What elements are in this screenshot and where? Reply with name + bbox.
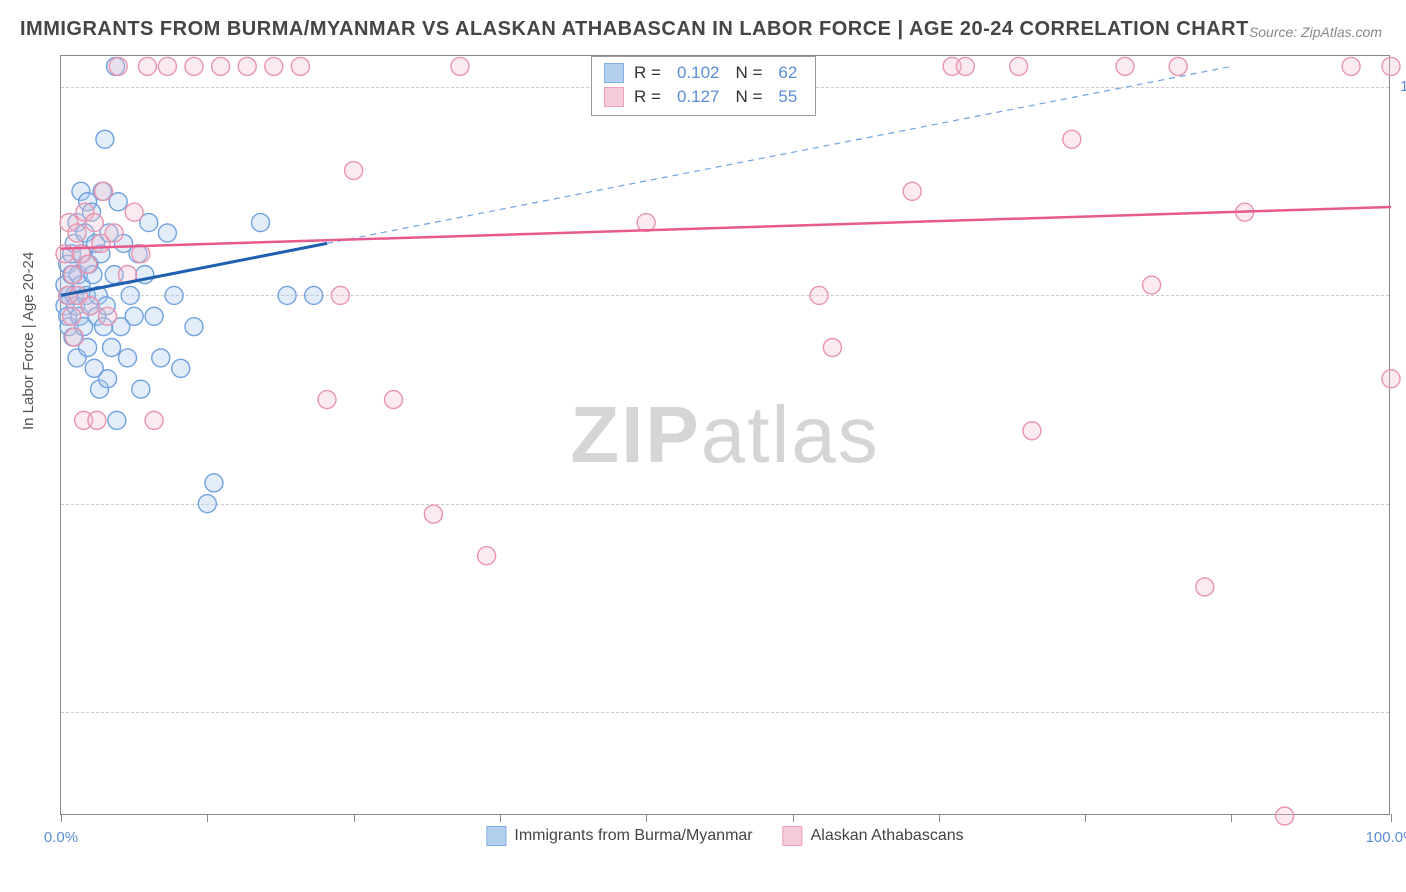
legend-item-burma: Immigrants from Burma/Myanmar [486,826,752,846]
series-legend: Immigrants from Burma/Myanmar Alaskan At… [486,826,963,846]
swatch-athabascan-icon [783,826,803,846]
correlation-legend: R = 0.102 N = 62 R = 0.127 N = 55 [591,56,816,116]
swatch-athabascan [604,87,624,107]
swatch-burma [604,63,624,83]
scatter-plot [61,56,1389,814]
source-label: Source: ZipAtlas.com [1249,24,1382,40]
legend-row-burma: R = 0.102 N = 62 [604,61,803,85]
legend-item-athabascan: Alaskan Athabascans [783,826,964,846]
legend-row-athabascan: R = 0.127 N = 55 [604,85,803,109]
swatch-burma-icon [486,826,506,846]
plot-area: ZIPatlas R = 0.102 N = 62 R = 0.127 N = … [60,55,1390,815]
chart-title: IMMIGRANTS FROM BURMA/MYANMAR VS ALASKAN… [20,18,1249,41]
y-axis-label: In Labor Force | Age 20-24 [20,252,37,430]
chart-container: IMMIGRANTS FROM BURMA/MYANMAR VS ALASKAN… [0,0,1406,892]
